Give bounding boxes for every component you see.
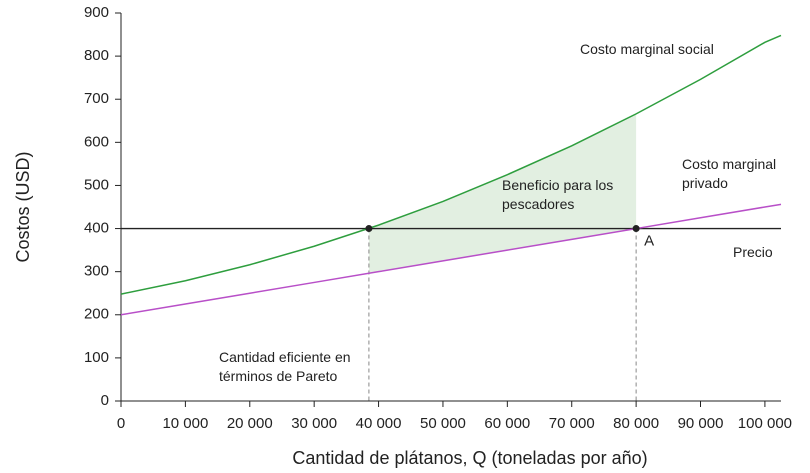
y-tick-label: 900 [84,4,109,21]
y-tick-label: 400 [84,220,109,237]
vline-label-box: Cantidad eficiente en términos de Pareto [219,349,351,384]
y-tick-label: 300 [84,263,109,280]
price-label-box: Precio [733,244,773,260]
point [632,225,640,233]
x-tick-label: 10 000 [162,415,208,432]
x-axis-title: Cantidad de plátanos, Q (toneladas por a… [292,448,647,468]
x-tick-label: 90 000 [678,415,724,432]
x-tick-label: 70 000 [549,415,595,432]
x-tick-label: 40 000 [356,415,402,432]
area-label-box: Beneficio para los pescadores [502,177,614,212]
plot: 0 100 200 300 400 500 600 700 800 900 0 10 000 20 00… [84,4,792,432]
point-label: A [644,233,654,250]
series-line [120,203,782,316]
series-line [120,34,782,295]
y-tick-label: 500 [84,176,109,193]
shaded-area [368,113,637,274]
x-tick-label: 60 000 [484,415,530,432]
y-tick-label: 100 [84,349,109,366]
y-tick-label: 700 [84,90,109,107]
x-tick-label: 30 000 [291,415,337,432]
area-label: Beneficio para los pescadores [502,177,614,212]
series-label-box: Costo marginal social [580,41,714,57]
y-axis-title: Costos (USD) [13,151,33,262]
x-tick-label: 100 000 [738,415,792,432]
series-label: Costo marginal privado [682,156,777,191]
price-label: Precio [733,244,773,260]
series-label: Costo marginal social [580,41,714,57]
x-tick-label: 80 000 [613,415,659,432]
x-tick-label: 0 [117,415,125,432]
x-tick-label: 50 000 [420,415,466,432]
y-tick-label: 600 [84,133,109,150]
y-tick-label: 200 [84,306,109,323]
point [365,225,373,233]
y-tick-label: 0 [101,392,109,409]
y-tick-label: 800 [84,47,109,64]
vline-label: Cantidad eficiente en términos de Pareto [219,349,351,384]
x-tick-label: 20 000 [227,415,273,432]
series-label-box: Costo marginal privado [682,156,777,191]
